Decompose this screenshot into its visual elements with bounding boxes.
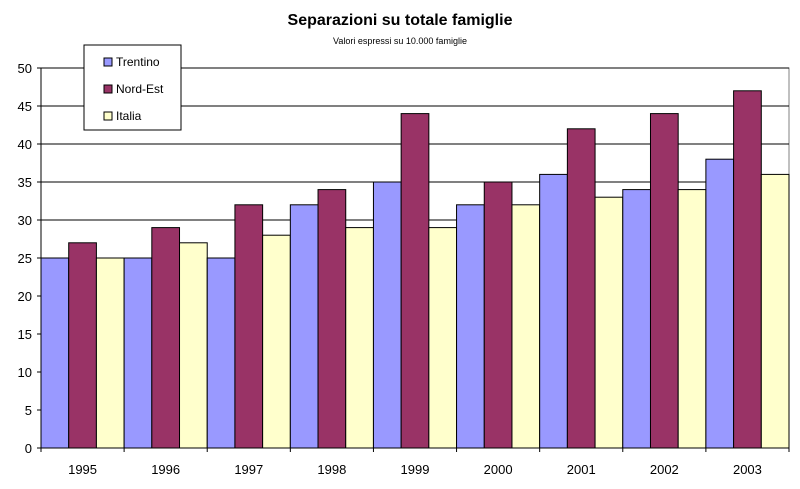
bars <box>40 90 790 449</box>
y-tick-label: 35 <box>18 175 32 190</box>
chart-title: Separazioni su totale famiglie <box>287 12 513 29</box>
bar-trentino <box>372 181 402 449</box>
y-tick-label: 40 <box>18 137 32 152</box>
y-tick-label: 25 <box>18 251 32 266</box>
y-tick-label: 20 <box>18 289 32 304</box>
x-tick-label: 1999 <box>401 462 430 477</box>
x-tick-label: 1996 <box>151 462 180 477</box>
bar-nord-est <box>234 204 264 449</box>
y-tick-label: 50 <box>18 61 32 76</box>
bar-italia <box>345 227 374 449</box>
bar-italia <box>760 173 790 449</box>
legend-box <box>83 44 182 131</box>
x-tick-label: 2003 <box>733 462 762 477</box>
bar-italia <box>511 204 541 449</box>
legend: Trentino Nord-Est Italia <box>83 44 182 131</box>
bar-trentino <box>622 189 651 449</box>
y-tick-label: 15 <box>18 327 32 342</box>
x-tick-label: 1998 <box>317 462 346 477</box>
y-tick-label: 45 <box>18 99 32 114</box>
legend-label: Italia <box>116 109 142 123</box>
bar-nord-est <box>483 181 513 449</box>
x-tick-label: 2002 <box>650 462 679 477</box>
bar-nord-est <box>733 90 762 449</box>
bar-trentino <box>539 173 568 449</box>
x-axis-ticks: 1995 1996 1997 1998 1999 2000 2001 2002 2003 <box>68 462 762 477</box>
y-axis-ticks: 0 5 10 15 20 25 30 35 40 45 50 <box>18 61 32 456</box>
bar-trentino <box>123 257 153 449</box>
bar-trentino <box>705 158 735 449</box>
bar-italia <box>262 234 291 449</box>
bar-nord-est <box>68 242 97 449</box>
bar-nord-est <box>566 128 596 449</box>
y-tick-label: 5 <box>25 403 32 418</box>
legend-swatch <box>103 84 113 94</box>
x-tick-label: 1995 <box>68 462 97 477</box>
bar-nord-est <box>151 227 181 449</box>
bar-italia <box>428 227 458 449</box>
axes <box>37 67 790 452</box>
bar-italia <box>179 242 208 449</box>
bar-italia <box>677 189 707 449</box>
y-tick-label: 0 <box>25 441 32 456</box>
y-tick-label: 30 <box>18 213 32 228</box>
bar-nord-est <box>649 113 679 449</box>
bar-italia <box>594 196 624 449</box>
x-tick-label: 1997 <box>234 462 263 477</box>
legend-label: Nord-Est <box>116 82 164 96</box>
legend-swatch <box>103 111 113 121</box>
legend-label: Trentino <box>116 55 160 69</box>
chart-subtitle: Valori espressi su 10.000 famiglie <box>333 36 467 46</box>
y-tick-label: 10 <box>18 365 32 380</box>
bar-trentino <box>456 204 485 449</box>
bar-nord-est <box>400 113 430 449</box>
x-tick-label: 2001 <box>567 462 596 477</box>
x-tick-label: 2000 <box>484 462 513 477</box>
bar-nord-est <box>317 189 347 449</box>
bar-trentino <box>289 204 319 449</box>
bar-trentino <box>40 257 70 449</box>
bar-trentino <box>206 257 236 449</box>
legend-swatch <box>103 57 113 67</box>
bar-italia <box>95 257 125 449</box>
